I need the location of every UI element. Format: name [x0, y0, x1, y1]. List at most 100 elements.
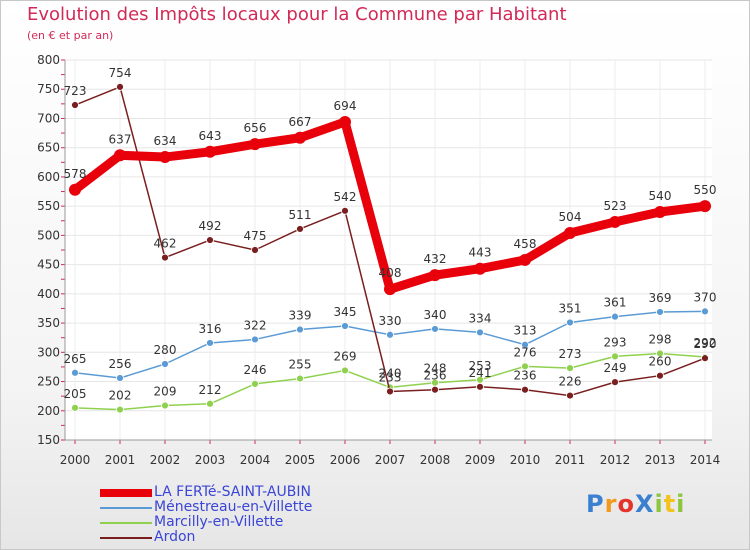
data-point — [117, 406, 124, 413]
data-label: 265 — [64, 352, 87, 366]
x-tick-label: 2009 — [465, 453, 496, 467]
data-label: 260 — [649, 355, 672, 369]
data-label: 280 — [154, 343, 177, 357]
data-point — [477, 383, 484, 390]
data-point — [297, 375, 304, 382]
data-label: 205 — [64, 387, 87, 401]
x-tick-label: 2003 — [195, 453, 226, 467]
data-label: 226 — [559, 375, 582, 389]
data-point — [204, 146, 216, 158]
y-tick-label: 150 — [37, 433, 60, 447]
x-tick-label: 2014 — [690, 453, 721, 467]
data-point — [429, 269, 441, 281]
y-tick-label: 300 — [37, 345, 60, 359]
y-tick-label: 250 — [37, 375, 60, 389]
data-point — [654, 206, 666, 218]
data-label: 634 — [154, 134, 177, 148]
data-point — [522, 386, 529, 393]
data-label: 293 — [604, 335, 627, 349]
data-point — [564, 227, 576, 239]
data-label: 540 — [649, 189, 672, 203]
data-label: 637 — [109, 132, 132, 146]
data-point — [339, 116, 351, 128]
data-point — [342, 323, 349, 330]
data-label: 542 — [334, 190, 357, 204]
data-label: 550 — [694, 183, 717, 197]
data-label: 643 — [199, 129, 222, 143]
data-point — [72, 404, 79, 411]
data-label: 667 — [289, 115, 312, 129]
data-label: 511 — [289, 208, 312, 222]
data-label: 255 — [289, 358, 312, 372]
logo-letter: P — [586, 490, 605, 518]
data-label: 290 — [694, 337, 717, 351]
x-tick-label: 2001 — [105, 453, 136, 467]
data-point — [384, 283, 396, 295]
data-point — [207, 339, 214, 346]
data-point — [432, 325, 439, 332]
data-point — [612, 313, 619, 320]
y-tick-label: 450 — [37, 258, 60, 272]
data-point — [657, 372, 664, 379]
data-point — [567, 392, 574, 399]
data-label: 723 — [64, 84, 87, 98]
data-point — [297, 225, 304, 232]
data-label: 241 — [469, 366, 492, 380]
data-point — [657, 308, 664, 315]
x-tick-label: 2002 — [150, 453, 181, 467]
data-label: 361 — [604, 296, 627, 310]
data-label: 276 — [514, 345, 537, 359]
data-label: 345 — [334, 305, 357, 319]
y-tick-label: 800 — [37, 53, 60, 67]
y-tick-label: 400 — [37, 287, 60, 301]
data-point — [207, 400, 214, 407]
data-point — [114, 149, 126, 161]
data-point — [612, 353, 619, 360]
x-tick-label: 2006 — [330, 453, 361, 467]
data-label: 462 — [154, 237, 177, 251]
data-label: 246 — [244, 363, 267, 377]
data-label: 313 — [514, 324, 537, 338]
logo-letter: i — [654, 490, 663, 518]
data-point — [474, 263, 486, 275]
data-label: 212 — [199, 383, 222, 397]
data-point — [162, 361, 169, 368]
data-point — [477, 329, 484, 336]
data-label: 351 — [559, 301, 582, 315]
legend-swatch-la-ferte — [100, 489, 152, 497]
data-label: 269 — [334, 349, 357, 363]
x-tick-label: 2004 — [240, 453, 271, 467]
x-tick-label: 2012 — [600, 453, 631, 467]
y-tick-label: 350 — [37, 316, 60, 330]
data-point — [252, 247, 259, 254]
data-point — [117, 375, 124, 382]
data-point — [567, 365, 574, 372]
data-point — [432, 386, 439, 393]
data-label: 202 — [109, 389, 132, 403]
logo-letter: i — [676, 490, 685, 518]
data-label: 233 — [379, 370, 402, 384]
legend-label: Ardon — [154, 529, 195, 546]
legend-swatch-ardon — [100, 537, 152, 539]
data-point — [699, 200, 711, 212]
legend-swatch-menestreau — [100, 507, 152, 509]
data-label: 369 — [649, 291, 672, 305]
data-label: 432 — [424, 252, 447, 266]
data-point — [162, 254, 169, 261]
data-point — [252, 336, 259, 343]
data-point — [519, 254, 531, 266]
data-point — [612, 379, 619, 386]
proxiti-logo: ProXiti — [586, 490, 685, 518]
data-point — [72, 369, 79, 376]
data-label: 330 — [379, 314, 402, 328]
x-tick-label: 2010 — [510, 453, 541, 467]
y-tick-label: 600 — [37, 170, 60, 184]
data-label: 236 — [514, 369, 537, 383]
data-point — [609, 216, 621, 228]
data-label: 334 — [469, 311, 492, 325]
line-chart: 1502002503003504004505005506006507007508… — [0, 0, 750, 550]
data-label: 209 — [154, 385, 177, 399]
y-tick-label: 200 — [37, 404, 60, 418]
data-label: 504 — [559, 210, 582, 224]
data-point — [117, 83, 124, 90]
